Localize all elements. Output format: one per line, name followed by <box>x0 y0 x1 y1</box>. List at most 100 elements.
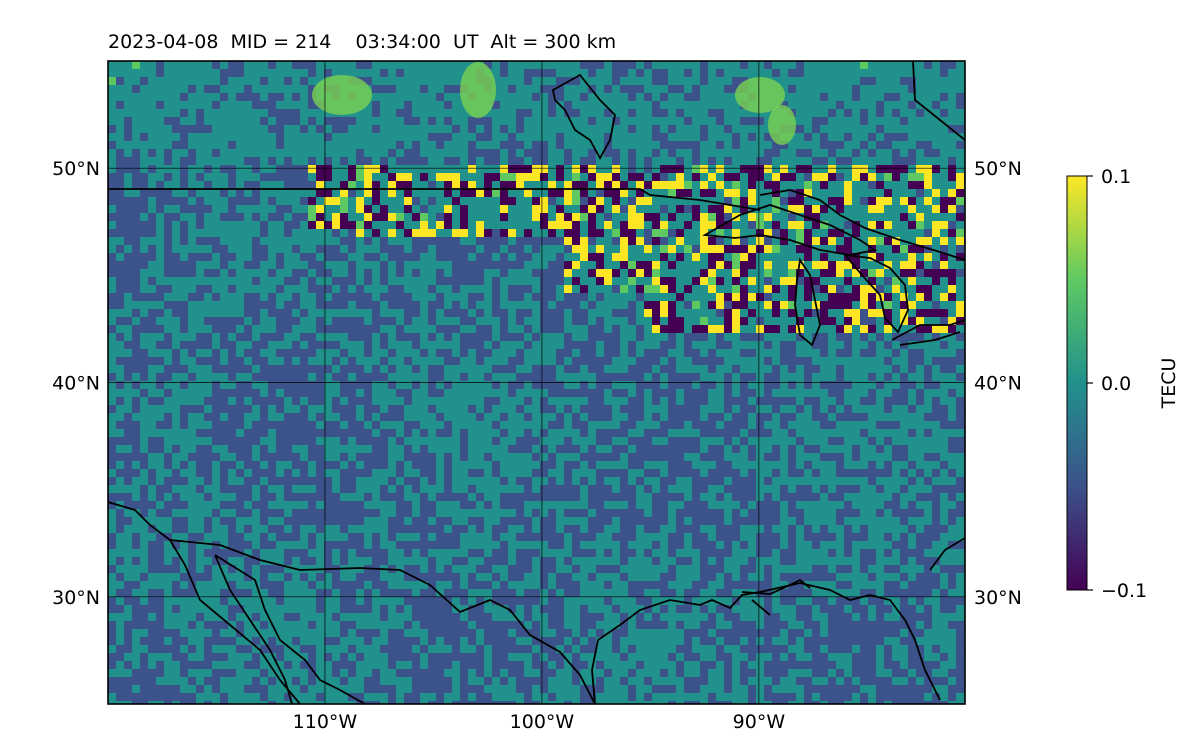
heat-cell <box>556 397 564 405</box>
heat-cell <box>388 141 396 149</box>
heat-cell <box>108 117 116 125</box>
heat-cell <box>836 149 844 157</box>
heat-cell <box>644 285 652 293</box>
heat-cell <box>212 413 220 421</box>
heat-cell <box>204 365 212 373</box>
heat-cell <box>228 421 236 429</box>
heat-cell <box>524 165 532 173</box>
heat-cell <box>924 405 932 413</box>
heat-cell <box>180 229 188 237</box>
heat-cell <box>772 309 780 317</box>
heat-cell <box>140 93 148 101</box>
heat-cell <box>764 157 772 165</box>
heat-cell <box>940 357 948 365</box>
heat-cell <box>532 69 540 77</box>
heat-cell <box>604 349 612 357</box>
heat-cell <box>868 309 876 317</box>
heat-cell <box>932 325 940 333</box>
heat-cell <box>380 253 388 261</box>
heat-cell <box>676 381 684 389</box>
heat-cell <box>836 325 844 333</box>
heat-cell <box>156 405 164 413</box>
heat-cell <box>172 365 180 373</box>
heat-cell <box>628 125 636 133</box>
heat-cell <box>116 413 124 421</box>
heat-cell <box>428 133 436 141</box>
heat-cell <box>532 237 540 245</box>
heat-cell <box>660 245 668 253</box>
heat-cell <box>836 277 844 285</box>
heat-cell <box>372 389 380 397</box>
heat-cell <box>284 293 292 301</box>
heat-cell <box>756 141 764 149</box>
heat-cell <box>220 373 228 381</box>
heat-cell <box>756 133 764 141</box>
heat-cell <box>388 213 396 221</box>
heat-cell <box>212 269 220 277</box>
heat-cell <box>380 189 388 197</box>
heat-cell <box>796 69 804 77</box>
heat-cell <box>628 109 636 117</box>
heat-cell <box>596 141 604 149</box>
heat-cell <box>700 77 708 85</box>
heat-cell <box>868 205 876 213</box>
heat-cell <box>140 309 148 317</box>
heat-cell <box>724 413 732 421</box>
heat-cell <box>836 405 844 413</box>
heat-cell <box>716 421 724 429</box>
heat-cell <box>468 325 476 333</box>
heat-cell <box>716 181 724 189</box>
heat-cell <box>844 269 852 277</box>
heat-cell <box>852 269 860 277</box>
heat-cell <box>948 117 956 125</box>
heat-cell <box>844 333 852 341</box>
heat-cell <box>820 85 828 93</box>
heat-cell <box>756 349 764 357</box>
heat-cell <box>420 197 428 205</box>
heat-cell <box>452 61 460 69</box>
heat-cell <box>860 365 868 373</box>
heat-cell <box>404 149 412 157</box>
heat-cell <box>644 277 652 285</box>
heat-cell <box>436 365 444 373</box>
heat-cell <box>508 197 516 205</box>
heat-cell <box>412 93 420 101</box>
heat-cell <box>740 373 748 381</box>
heat-cell <box>828 277 836 285</box>
heat-cell <box>468 157 476 165</box>
heat-cell <box>900 293 908 301</box>
heat-cell <box>468 213 476 221</box>
heat-cell <box>844 405 852 413</box>
heat-cell <box>252 101 260 109</box>
heat-cell <box>428 405 436 413</box>
heat-cell <box>820 421 828 429</box>
heat-cell <box>612 277 620 285</box>
heat-cell <box>132 173 140 181</box>
heat-cell <box>796 381 804 389</box>
heat-cell <box>236 341 244 349</box>
heat-cell <box>460 213 468 221</box>
heat-cell <box>724 181 732 189</box>
heat-cell <box>364 293 372 301</box>
heat-cell <box>700 325 708 333</box>
heat-cell <box>772 349 780 357</box>
heat-cell <box>740 133 748 141</box>
heat-cell <box>108 389 116 397</box>
heat-cell <box>636 149 644 157</box>
heat-cell <box>908 197 916 205</box>
heat-cell <box>876 125 884 133</box>
heat-cell <box>148 189 156 197</box>
heat-cell <box>292 349 300 357</box>
heat-cell <box>444 133 452 141</box>
heat-cell <box>484 253 492 261</box>
heat-cell <box>716 61 724 69</box>
heat-cell <box>852 365 860 373</box>
heat-cell <box>620 389 628 397</box>
heat-cell <box>684 125 692 133</box>
heat-cell <box>932 389 940 397</box>
heat-cell <box>924 357 932 365</box>
heat-cell <box>460 381 468 389</box>
heat-cell <box>796 341 804 349</box>
heat-cell <box>180 341 188 349</box>
heat-cell <box>796 149 804 157</box>
